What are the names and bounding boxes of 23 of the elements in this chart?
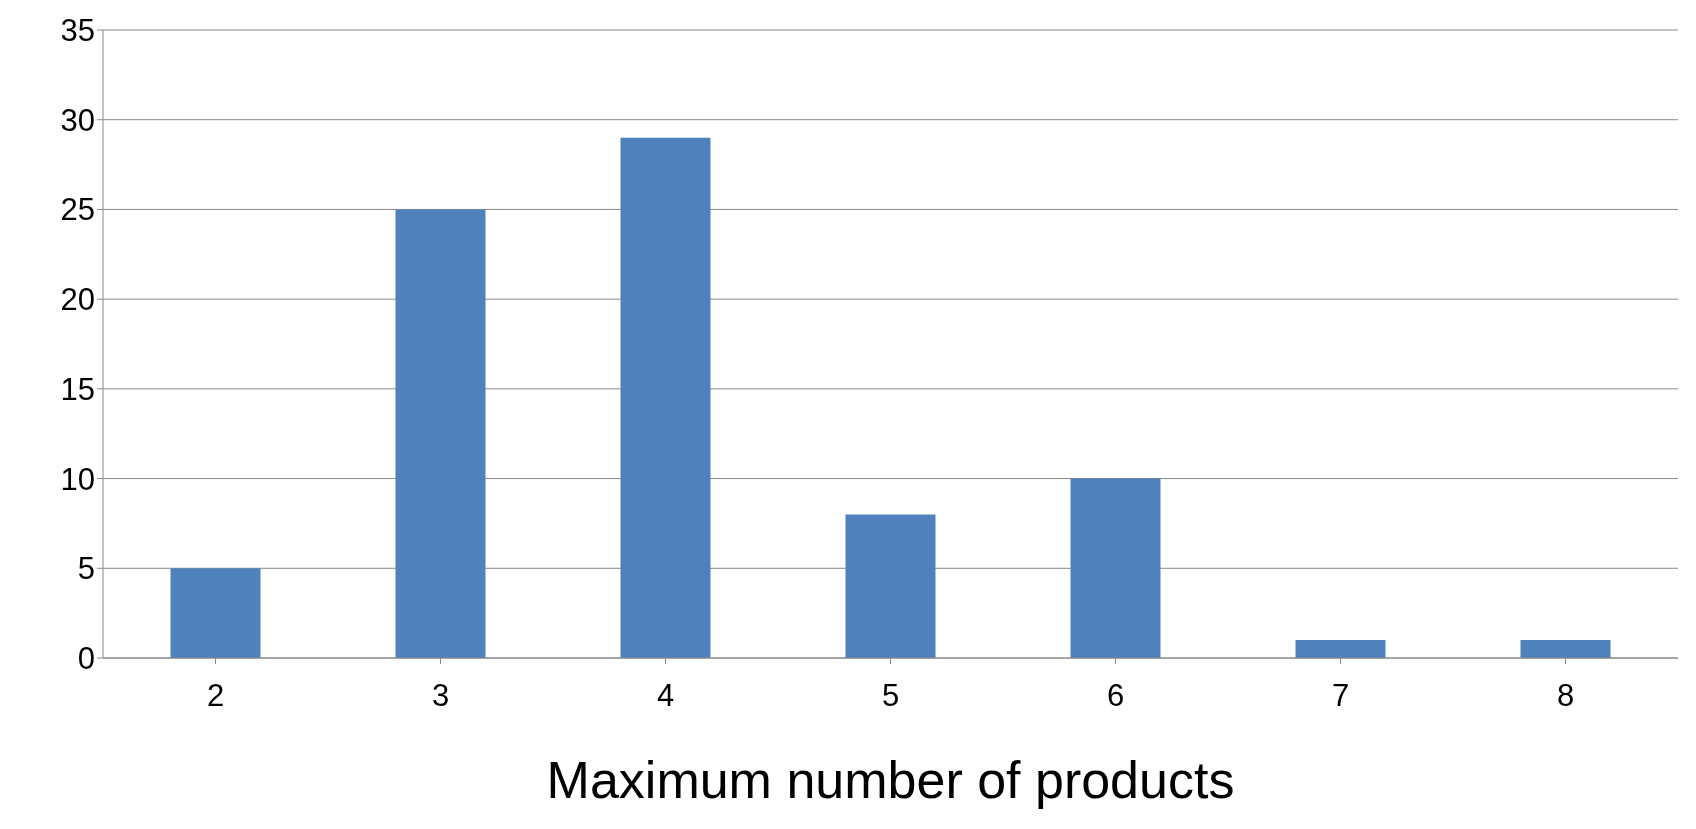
- bar: [845, 514, 936, 658]
- x-tick-label: 3: [431, 678, 450, 714]
- bar: [1295, 640, 1386, 658]
- x-tick-label: 5: [881, 678, 900, 714]
- x-axis-title: Maximum number of products: [546, 751, 1235, 809]
- x-tick-label: 6: [1106, 678, 1125, 714]
- x-tick-label: 4: [656, 678, 675, 714]
- y-tick-label: 0: [77, 641, 95, 677]
- bar: [1070, 478, 1161, 658]
- x-tick-label: 7: [1331, 678, 1350, 714]
- y-tick-label: 15: [60, 371, 95, 407]
- y-tick-label: 35: [60, 13, 95, 49]
- bar: [170, 568, 261, 658]
- y-tick-label: 25: [60, 192, 95, 228]
- y-tick-label: 30: [60, 102, 95, 138]
- bar: [620, 137, 711, 658]
- x-tick-label: 8: [1556, 678, 1575, 714]
- bar: [1520, 640, 1611, 658]
- y-tick-label: 20: [60, 282, 95, 318]
- bar: [395, 209, 486, 658]
- y-tick-label: 10: [60, 461, 95, 497]
- x-tick-label: 2: [206, 678, 225, 714]
- y-tick-label: 5: [77, 551, 95, 587]
